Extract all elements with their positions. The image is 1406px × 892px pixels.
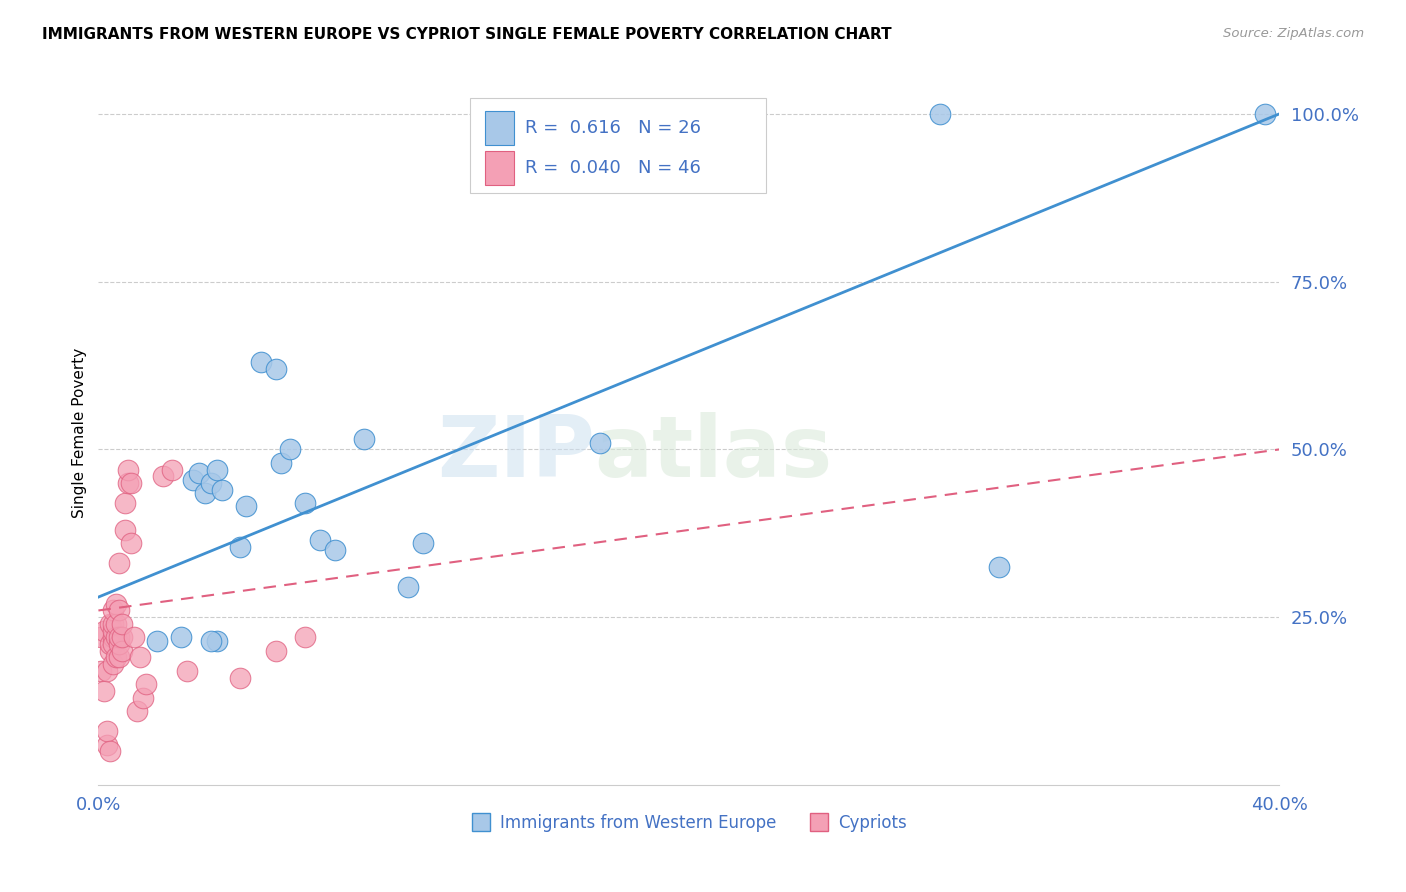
Point <box>90 664 112 678</box>
Point <box>98 637 121 651</box>
Point <box>125 704 148 718</box>
Point <box>98 644 121 658</box>
Point <box>280 442 302 457</box>
Point <box>235 500 257 514</box>
Point <box>294 630 316 644</box>
Point <box>114 523 136 537</box>
Point <box>98 744 121 758</box>
Point <box>117 475 139 490</box>
Point <box>117 462 139 476</box>
Point <box>98 616 121 631</box>
Text: R =  0.616   N = 26: R = 0.616 N = 26 <box>524 120 700 137</box>
Point <box>96 664 118 678</box>
Point <box>103 630 125 644</box>
Text: Source: ZipAtlas.com: Source: ZipAtlas.com <box>1223 27 1364 40</box>
Text: atlas: atlas <box>595 412 832 495</box>
Point <box>103 637 125 651</box>
Point <box>105 616 128 631</box>
Point <box>264 644 287 658</box>
Point <box>181 473 204 487</box>
Point <box>96 724 118 739</box>
Point <box>128 650 150 665</box>
FancyBboxPatch shape <box>485 151 515 185</box>
Point <box>200 633 222 648</box>
Point <box>1254 107 1277 121</box>
Point <box>105 597 128 611</box>
Point <box>122 630 145 644</box>
Point <box>103 603 125 617</box>
Point <box>250 355 273 369</box>
Point <box>205 462 228 476</box>
Text: ZIP: ZIP <box>437 412 595 495</box>
Point <box>412 536 434 550</box>
Point <box>96 738 118 752</box>
Y-axis label: Single Female Poverty: Single Female Poverty <box>72 348 87 517</box>
Point <box>103 624 125 638</box>
Point <box>108 650 131 665</box>
Point <box>146 633 169 648</box>
Point <box>264 362 287 376</box>
Point <box>105 630 128 644</box>
Point <box>105 650 128 665</box>
Point <box>309 533 332 547</box>
Point <box>200 475 222 490</box>
Point <box>929 107 952 121</box>
Point <box>187 466 209 480</box>
Point <box>132 690 155 705</box>
Point <box>152 469 174 483</box>
FancyBboxPatch shape <box>471 98 766 193</box>
Legend: Immigrants from Western Europe, Cypriots: Immigrants from Western Europe, Cypriots <box>463 805 915 840</box>
Point <box>135 677 157 691</box>
Point <box>93 684 115 698</box>
Point <box>229 540 252 554</box>
Point <box>111 616 134 631</box>
Point <box>194 486 217 500</box>
Point <box>103 657 125 672</box>
Point <box>398 580 420 594</box>
Point <box>294 496 316 510</box>
Point <box>114 496 136 510</box>
Point <box>120 475 142 490</box>
Text: IMMIGRANTS FROM WESTERN EUROPE VS CYPRIOT SINGLE FEMALE POVERTY CORRELATION CHAR: IMMIGRANTS FROM WESTERN EUROPE VS CYPRIO… <box>42 27 891 42</box>
Point <box>108 557 131 571</box>
Point <box>205 633 228 648</box>
Point <box>120 536 142 550</box>
Point <box>108 630 131 644</box>
Point <box>353 433 375 447</box>
Point <box>176 664 198 678</box>
Point <box>111 630 134 644</box>
Point <box>108 637 131 651</box>
Point <box>229 671 252 685</box>
Point <box>162 462 183 476</box>
Point <box>211 483 233 497</box>
Point <box>323 543 346 558</box>
Point <box>589 435 612 450</box>
Point <box>170 630 193 644</box>
Point <box>93 624 115 638</box>
Text: R =  0.040   N = 46: R = 0.040 N = 46 <box>524 159 700 177</box>
Point <box>270 456 292 470</box>
FancyBboxPatch shape <box>485 112 515 145</box>
Point <box>988 559 1011 574</box>
Point <box>111 644 134 658</box>
Point <box>90 630 112 644</box>
Point <box>103 616 125 631</box>
Point <box>108 603 131 617</box>
